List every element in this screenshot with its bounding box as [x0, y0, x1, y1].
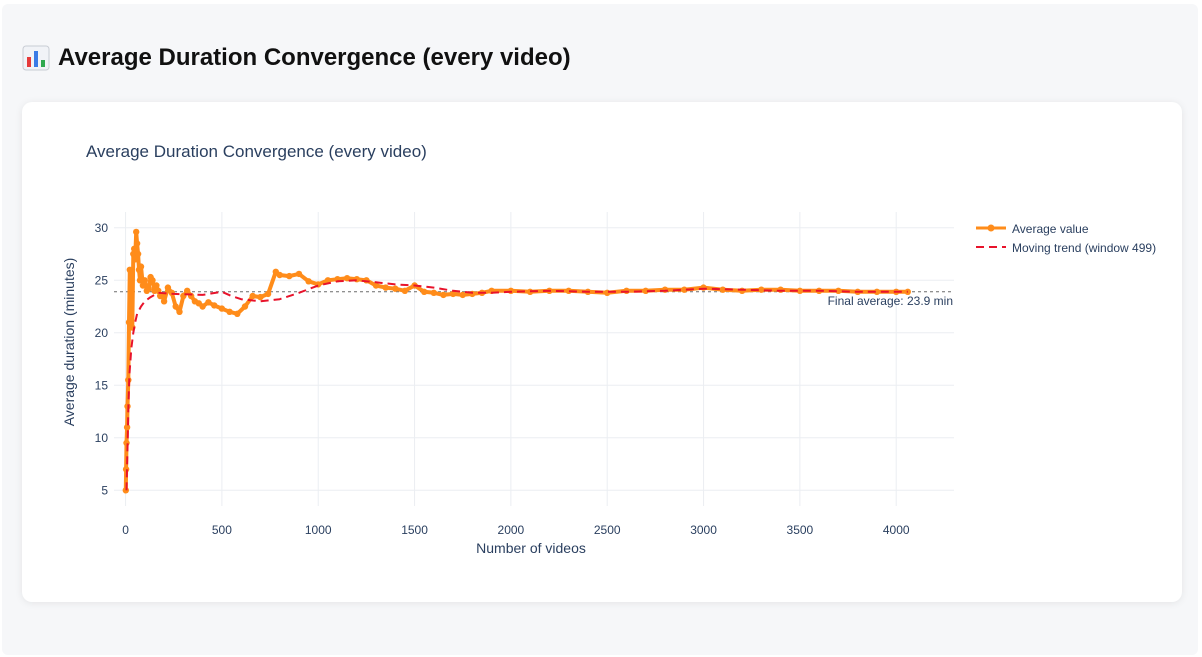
page-header: Average Duration Convergence (every vide…: [22, 44, 571, 72]
average-value-point: [137, 263, 145, 270]
average-value-point: [176, 308, 183, 315]
average-value-point: [160, 298, 168, 305]
average-value-point: [449, 290, 457, 298]
average-value-point: [133, 228, 140, 236]
average-value-point: [205, 299, 212, 306]
average-value-point: [199, 303, 206, 310]
x-tick-label: 2000: [498, 523, 525, 537]
x-tick-label: 3500: [787, 523, 814, 537]
average-value-point: [128, 298, 135, 305]
average-value-line: [123, 229, 910, 493]
average-value-point: [249, 292, 256, 300]
average-value-point: [241, 303, 249, 310]
average-value-point: [305, 278, 312, 285]
average-value-point: [184, 287, 191, 294]
average-value-point: [264, 290, 272, 298]
average-value-point: [430, 289, 437, 296]
average-value-point: [211, 302, 218, 309]
average-value-point: [459, 291, 466, 299]
y-tick-label: 20: [95, 326, 109, 340]
page-title: Average Duration Convergence (every vide…: [58, 44, 571, 71]
chart-title: Average Duration Convergence (every vide…: [86, 142, 427, 161]
average-value-point: [777, 286, 784, 293]
bar-chart-emoji-icon: [22, 45, 50, 71]
average-value-point: [257, 293, 264, 301]
average-value-point: [234, 310, 241, 317]
average-value-point: [758, 286, 765, 293]
average-value-point: [401, 287, 409, 294]
average-value-point: [700, 284, 707, 291]
average-value-point: [324, 277, 332, 284]
y-tick-label: 5: [101, 483, 108, 497]
chart-svg[interactable]: Final average: 23.9 min 0 500 1000 1500 2000…: [22, 102, 1182, 602]
average-value-point: [382, 284, 389, 291]
x-axis-label: Number of videos: [476, 540, 586, 556]
average-value-point: [133, 240, 141, 247]
legend-item-average[interactable]: Average value: [976, 222, 1089, 236]
average-value-point: [796, 287, 804, 294]
x-tick-label: 2500: [594, 523, 621, 537]
x-tick-label: 4000: [883, 523, 910, 537]
average-value-point: [392, 285, 399, 292]
legend-label-trend: Moving trend (window 499): [1012, 241, 1156, 255]
y-tick-label: 30: [95, 221, 109, 235]
average-value-point: [276, 271, 283, 279]
average-value-point: [218, 305, 226, 312]
legend-item-trend[interactable]: Moving trend (window 499): [976, 241, 1156, 255]
chart-ticks: 0 500 1000 1500 2000 2500 3000 3500 4000 5 10 15 20 2…: [95, 221, 910, 537]
average-value-point: [123, 424, 131, 431]
average-value-point: [131, 245, 138, 252]
average-value-point: [226, 308, 233, 315]
average-value-point: [565, 287, 572, 294]
x-tick-label: 500: [212, 523, 232, 537]
average-value-point: [136, 277, 144, 284]
legend[interactable]: Average value Moving trend (window 499): [976, 222, 1156, 255]
average-value-point: [145, 285, 152, 292]
average-value-point: [164, 284, 172, 291]
average-value-point: [125, 319, 133, 326]
average-value-point: [681, 286, 688, 293]
average-value-point: [153, 282, 160, 289]
average-value-point: [295, 270, 303, 278]
average-value-point: [139, 282, 147, 289]
average-value-point: [719, 286, 726, 293]
average-value-point: [353, 276, 360, 283]
final-average-label: Final average: 23.9 min: [828, 294, 953, 308]
average-value-point: [123, 439, 130, 447]
average-value-point: [738, 287, 746, 294]
moving-trend-line: [125, 279, 908, 491]
y-tick-label: 10: [95, 431, 109, 445]
chart-series: [122, 228, 911, 494]
average-value-point: [172, 303, 179, 310]
average-value-point: [134, 250, 142, 258]
average-value-point: [835, 287, 842, 294]
average-value-point: [149, 277, 156, 284]
y-axis-label: Average duration (minutes): [61, 258, 77, 427]
page-background: Average Duration Convergence (every vide…: [2, 4, 1198, 655]
average-value-point: [141, 277, 148, 284]
average-value-point: [127, 313, 134, 321]
average-value-point: [421, 288, 428, 295]
average-value-point: [159, 292, 166, 300]
x-tick-label: 0: [122, 523, 129, 537]
legend-label-average: Average value: [1012, 222, 1089, 236]
average-value-point: [372, 282, 380, 289]
chart-card: Average Duration Convergence (every vide…: [22, 102, 1182, 602]
y-tick-label: 15: [95, 378, 109, 392]
average-value-point: [130, 250, 137, 258]
y-tick-label: 25: [95, 273, 109, 287]
x-tick-label: 3000: [690, 523, 717, 537]
average-value-point: [132, 256, 139, 263]
average-value-point: [642, 287, 649, 294]
average-value-point: [440, 291, 447, 299]
average-value-point: [126, 266, 133, 273]
legend-marker-average: [987, 224, 995, 232]
x-tick-label: 1500: [401, 523, 428, 537]
x-tick-label: 1000: [305, 523, 332, 537]
chart-gridlines: [114, 212, 954, 506]
average-value-point: [286, 272, 293, 280]
average-value-point: [873, 288, 881, 295]
